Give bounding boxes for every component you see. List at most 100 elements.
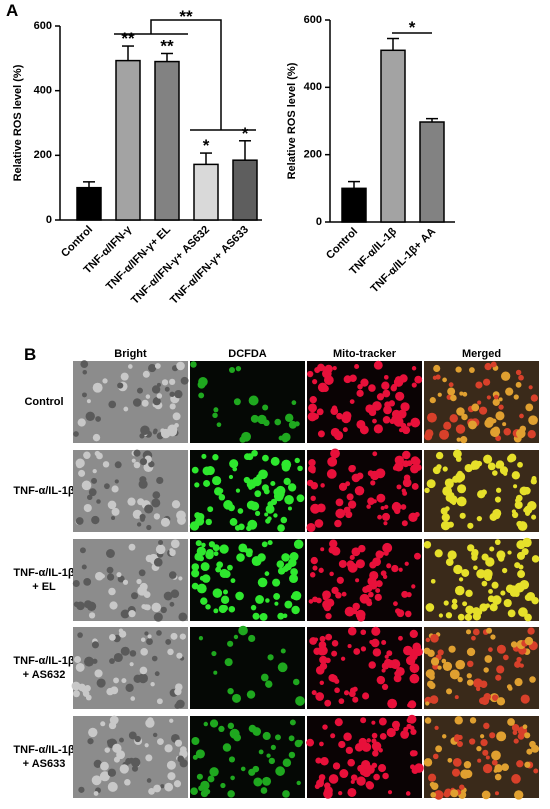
cell <box>494 791 499 796</box>
cell <box>155 544 166 555</box>
cell <box>330 674 338 683</box>
cell <box>310 556 318 565</box>
cell <box>270 744 276 750</box>
cell <box>522 724 528 730</box>
cell <box>119 630 127 638</box>
y-tick-label: 0 <box>316 216 322 228</box>
cell <box>441 658 447 664</box>
cell <box>452 449 462 459</box>
cell <box>179 633 186 640</box>
cell <box>265 598 270 603</box>
cell <box>147 717 154 724</box>
cell <box>306 479 314 487</box>
cell <box>479 680 488 688</box>
y-tick-label: 400 <box>34 85 52 97</box>
cell <box>455 471 466 482</box>
cell <box>459 391 464 396</box>
column-header: DCFDA <box>228 348 267 360</box>
cell <box>529 676 536 683</box>
bar <box>232 159 258 221</box>
cell <box>372 750 379 757</box>
cell <box>176 510 186 521</box>
cell <box>401 590 409 598</box>
cell <box>344 606 355 617</box>
cell <box>207 506 214 513</box>
cell <box>171 500 181 509</box>
cell <box>373 424 383 434</box>
cell <box>259 612 268 621</box>
cell <box>368 384 376 392</box>
cell <box>333 430 344 441</box>
cell <box>75 517 84 525</box>
cell <box>450 394 457 402</box>
cell <box>116 572 122 578</box>
cell <box>412 644 420 652</box>
cell <box>125 683 134 692</box>
cell <box>516 520 523 528</box>
cell <box>448 492 455 498</box>
cell <box>495 435 502 442</box>
cell <box>503 427 511 436</box>
cell <box>491 759 498 766</box>
cell <box>229 518 238 526</box>
cell <box>451 598 458 605</box>
cell <box>343 732 352 742</box>
cell <box>316 408 324 416</box>
cell <box>376 493 386 503</box>
cell <box>490 634 496 640</box>
cell <box>356 389 364 397</box>
cell <box>228 366 236 374</box>
cell <box>440 520 451 531</box>
cell <box>383 374 389 380</box>
cell <box>507 718 515 726</box>
cell <box>201 453 207 459</box>
cell <box>350 774 358 781</box>
cell <box>352 696 359 703</box>
cell <box>152 732 158 738</box>
cell <box>432 753 439 760</box>
cell <box>128 731 137 740</box>
cell <box>442 377 447 383</box>
cell <box>224 658 233 667</box>
cell <box>401 488 406 493</box>
cell <box>438 613 443 618</box>
cell <box>500 371 511 381</box>
cell <box>308 403 317 413</box>
cell <box>107 781 118 792</box>
cell <box>428 682 436 690</box>
cell <box>372 451 378 457</box>
cell <box>243 476 251 484</box>
cell <box>93 791 99 796</box>
cell <box>439 429 450 440</box>
cell <box>341 413 351 424</box>
cell <box>397 409 407 419</box>
cell <box>131 592 139 600</box>
cell <box>456 496 467 507</box>
cell <box>512 730 518 736</box>
cell <box>75 458 85 468</box>
cell <box>91 515 100 525</box>
cell <box>383 521 388 526</box>
cell <box>351 473 361 483</box>
cell <box>131 765 139 772</box>
bar <box>380 49 406 223</box>
cell <box>356 419 366 429</box>
cell <box>119 737 124 743</box>
cell <box>386 650 393 657</box>
cell <box>191 736 200 746</box>
cell <box>306 522 316 533</box>
cell <box>375 588 381 594</box>
cell <box>174 688 182 696</box>
cell <box>200 780 210 791</box>
cell <box>430 657 440 666</box>
cell <box>401 520 408 527</box>
cell <box>463 760 472 769</box>
cell <box>443 790 451 798</box>
cell <box>517 461 523 468</box>
cell <box>145 754 153 762</box>
micrograph <box>306 448 422 533</box>
cell <box>459 512 466 519</box>
cell <box>219 568 229 579</box>
cell <box>496 697 506 706</box>
cell <box>174 390 183 399</box>
